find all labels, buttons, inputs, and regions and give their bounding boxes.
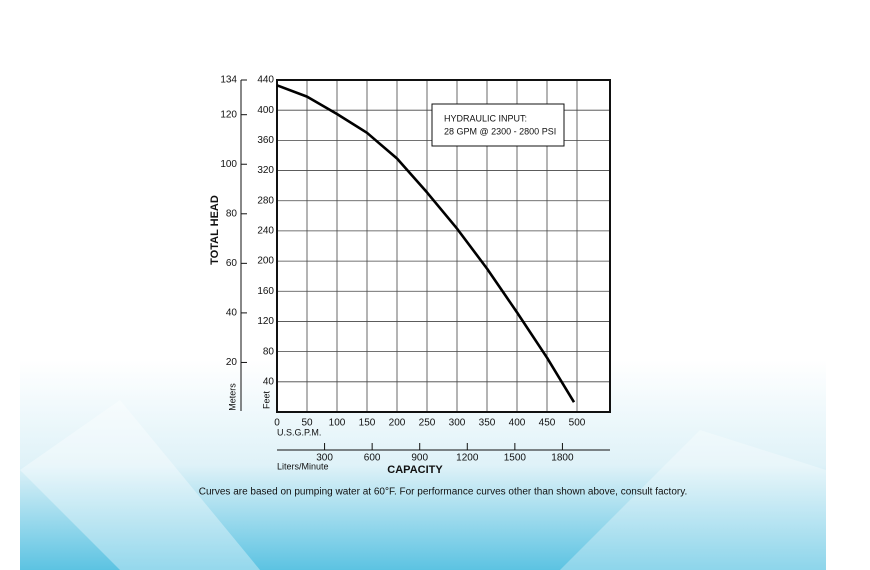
plot-frame: [276, 79, 611, 413]
y-tick-label: 80: [263, 346, 275, 357]
x2-tick-label: 900: [411, 453, 428, 464]
y-tick-label: 440: [257, 75, 274, 86]
x2-unit: Liters/Minute: [277, 461, 329, 471]
x-tick-label: 100: [329, 418, 346, 429]
y-tick-label: 120: [257, 316, 274, 327]
x2-tick-label: 1200: [456, 453, 479, 464]
x-axis-label: CAPACITY: [387, 464, 443, 476]
y2-unit: Meters: [227, 383, 237, 411]
y2-tick-label: 100: [220, 159, 237, 170]
x-tick-label: 150: [359, 418, 376, 429]
x-tick-label: 200: [389, 418, 406, 429]
y2-tick-label: 80: [226, 208, 238, 219]
y2-tick-label: 120: [220, 109, 237, 120]
y-tick-label: 200: [257, 256, 274, 267]
y-tick-label: 240: [257, 226, 274, 237]
y-tick-label: 160: [257, 286, 274, 297]
y2-tick-label: 134: [220, 75, 237, 86]
background-shape: [560, 430, 826, 570]
x2-tick-label: 600: [364, 453, 381, 464]
x-tick-label: 50: [301, 418, 313, 429]
y2-tick-label: 40: [226, 308, 238, 319]
x-tick-label: 0: [274, 418, 280, 429]
curve: [276, 84, 576, 403]
x-unit: U.S.G.P.M.: [277, 427, 321, 437]
y-tick-label: 40: [263, 376, 275, 387]
y-tick-label: 400: [257, 105, 274, 116]
y2-tick-label: 20: [226, 357, 238, 368]
annotation: 28 GPM @ 2300 - 2800 PSI: [444, 126, 556, 136]
background-shape: [20, 400, 260, 570]
x2-tick-label: 300: [316, 453, 333, 464]
y-tick-label: 320: [257, 165, 274, 176]
y-axis-label: TOTAL HEAD: [209, 195, 221, 265]
x-tick-label: 250: [419, 418, 436, 429]
y-tick-label: 360: [257, 135, 274, 146]
footnote: Curves are based on pumping water at 60°…: [199, 487, 688, 498]
annotation-box: [431, 103, 565, 147]
x-tick-label: 450: [539, 418, 556, 429]
x-tick-label: 500: [569, 418, 586, 429]
y2-tick-label: 60: [226, 258, 238, 269]
x-tick-label: 400: [509, 418, 526, 429]
x2-tick-label: 1500: [504, 453, 527, 464]
y-unit: Feet: [261, 390, 271, 409]
y-tick-label: 280: [257, 195, 274, 206]
x2-tick-label: 1800: [551, 453, 574, 464]
x-tick-label: 300: [449, 418, 466, 429]
annotation: HYDRAULIC INPUT:: [444, 113, 527, 123]
x-tick-label: 350: [479, 418, 496, 429]
